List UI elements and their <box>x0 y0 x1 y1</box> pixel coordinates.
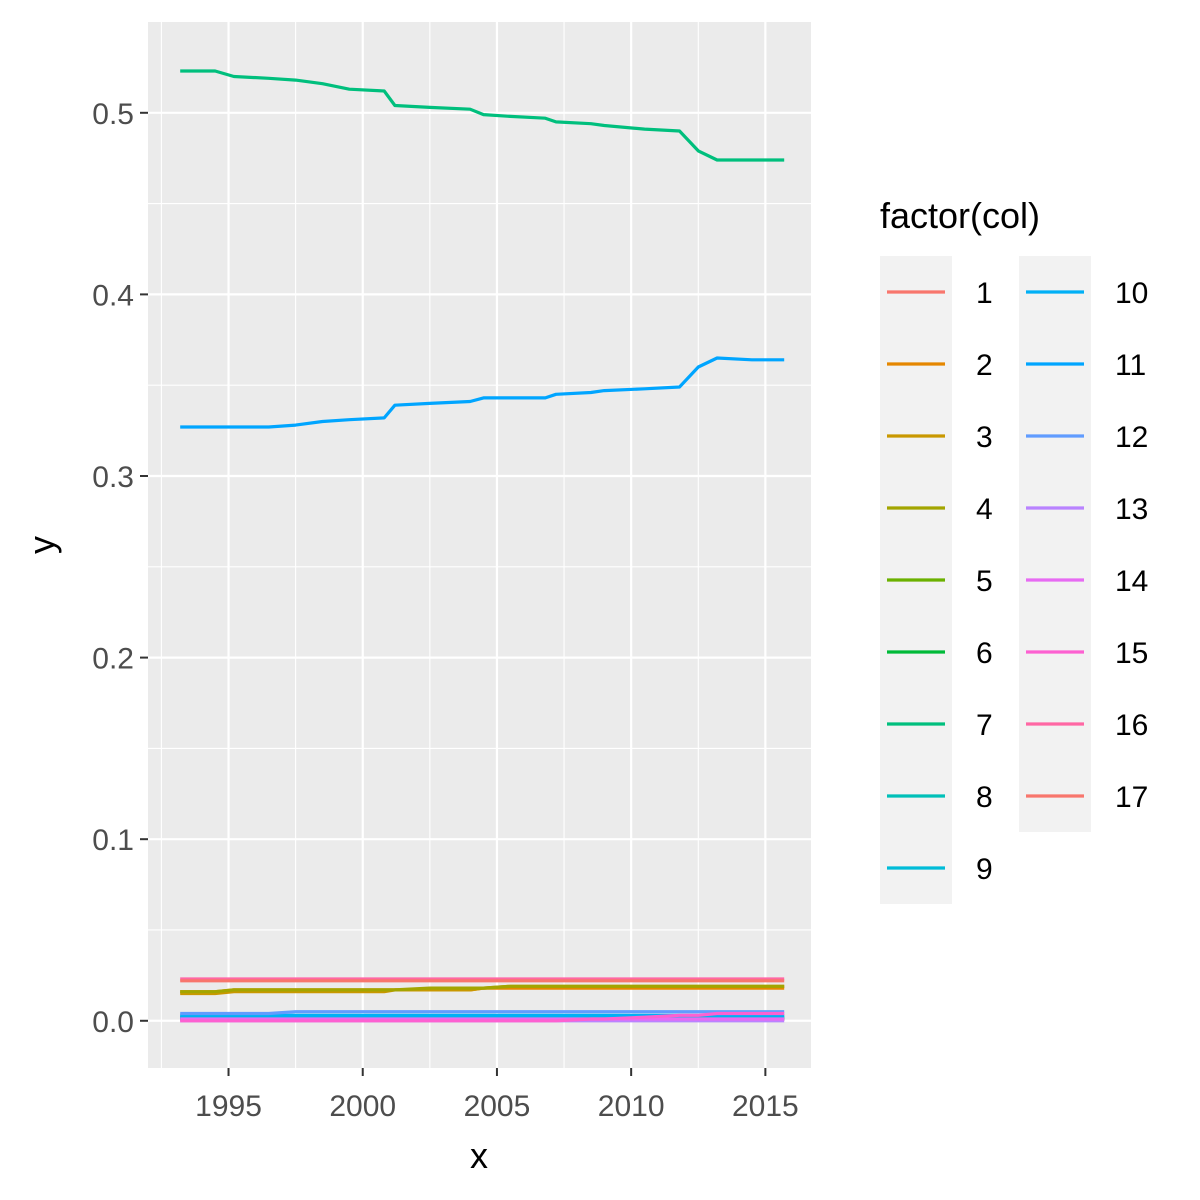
series-line-15 <box>180 1011 785 1023</box>
legend-label: 4 <box>976 493 993 526</box>
x-tick-label: 2015 <box>732 1090 799 1123</box>
legend-label: 17 <box>1115 781 1148 814</box>
legend-label: 14 <box>1115 565 1148 598</box>
legend-label: 1 <box>976 277 993 310</box>
legend-label: 7 <box>976 709 993 742</box>
legend-label: 8 <box>976 781 993 814</box>
series-line-12 <box>180 1010 785 1016</box>
legend-label: 3 <box>976 421 993 454</box>
y-tick-label: 0.0 <box>92 1006 134 1039</box>
legend-label: 5 <box>976 565 993 598</box>
series-line-11 <box>180 356 785 429</box>
x-tick-label: 2010 <box>598 1090 665 1123</box>
minor-gridlines <box>148 22 811 1068</box>
x-tick-label: 2000 <box>329 1090 396 1123</box>
series-lines <box>180 69 785 1023</box>
legend-label: 12 <box>1115 421 1148 454</box>
y-tick-label: 0.3 <box>92 461 134 494</box>
y-tick-label: 0.1 <box>92 824 134 857</box>
legend-label: 16 <box>1115 709 1148 742</box>
legend-label: 10 <box>1115 277 1148 310</box>
x-tick-label: 2005 <box>464 1090 531 1123</box>
x-tick-label: 1995 <box>195 1090 262 1123</box>
y-axis-ticks: 0.0 0.1 0.2 0.3 0.4 0.5 <box>92 98 148 1039</box>
legend-title: factor(col) <box>880 195 1040 236</box>
legend-label: 9 <box>976 853 993 886</box>
legend-label: 6 <box>976 637 993 670</box>
y-tick-label: 0.4 <box>92 279 134 312</box>
series-line-4 <box>180 984 785 994</box>
legend-label: 15 <box>1115 637 1148 670</box>
plot-background <box>148 22 811 1068</box>
major-gridlines <box>148 22 811 1068</box>
x-axis-title: x <box>470 1135 488 1176</box>
y-axis-title: y <box>21 536 62 554</box>
legend-label: 11 <box>1115 349 1146 382</box>
y-tick-label: 0.5 <box>92 98 134 131</box>
legend-key-background <box>1019 256 1091 832</box>
legend-label: 13 <box>1115 493 1148 526</box>
series-line-7 <box>180 69 785 162</box>
legend-label: 2 <box>976 349 993 382</box>
y-tick-label: 0.2 <box>92 643 134 676</box>
x-axis-ticks: 1995 2000 2005 2010 2015 <box>195 1068 799 1123</box>
